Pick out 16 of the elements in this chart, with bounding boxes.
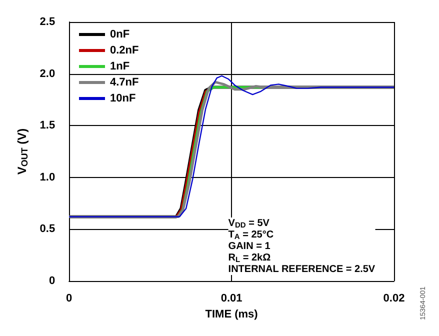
y-tick-label: 0.5 — [40, 223, 56, 236]
y-tick-label: 0 — [48, 275, 56, 287]
legend-label: 1nF — [110, 60, 130, 72]
y-tick-label: 1.5 — [40, 120, 56, 132]
x-tick-label: 0 — [66, 292, 72, 304]
legend-label: 0nF — [110, 28, 130, 40]
x-tick-label: 0.01 — [220, 292, 242, 304]
x-tick-label: 0.02 — [383, 292, 405, 304]
y-axis-title: VOUT (V) — [15, 128, 30, 175]
legend-label: 10nF — [110, 92, 136, 104]
x-axis-title: TIME (ms) — [205, 308, 258, 320]
y-tick-label: 2.5 — [40, 16, 56, 28]
y-tick-label: 1.0 — [40, 171, 56, 184]
legend-label: 0.2nF — [110, 44, 140, 56]
y-tick-label: 2.0 — [40, 68, 56, 80]
legend-label: 4.7nF — [110, 76, 140, 88]
